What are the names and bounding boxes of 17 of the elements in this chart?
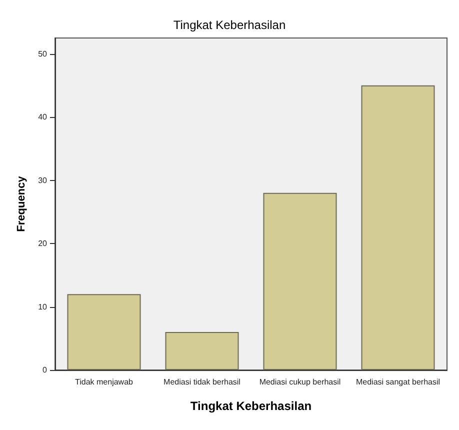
x-tick-label: Mediasi tidak berhasil: [164, 378, 241, 386]
x-tick-label: Tidak menjawab: [75, 378, 134, 386]
x-axis-title: Tingkat Keberhasilan: [190, 399, 312, 413]
bar: [165, 332, 239, 370]
y-tick-label: 40: [38, 112, 48, 122]
x-tick-label: Mediasi sangat berhasil: [356, 378, 440, 386]
y-tick-label: 50: [38, 49, 48, 58]
y-tick-label: 30: [38, 176, 48, 185]
y-tick-label: 10: [38, 302, 48, 312]
y-axis-title: Frequency: [16, 175, 28, 232]
bar: [361, 85, 435, 370]
y-tick-label: 20: [38, 239, 48, 248]
bar: [263, 192, 337, 370]
y-tick-label: 0: [42, 366, 48, 374]
bar: [67, 294, 141, 370]
chart-title: Tingkat Keberhasilan: [173, 18, 286, 32]
x-tick-label: Mediasi cukup berhasil: [259, 378, 341, 386]
